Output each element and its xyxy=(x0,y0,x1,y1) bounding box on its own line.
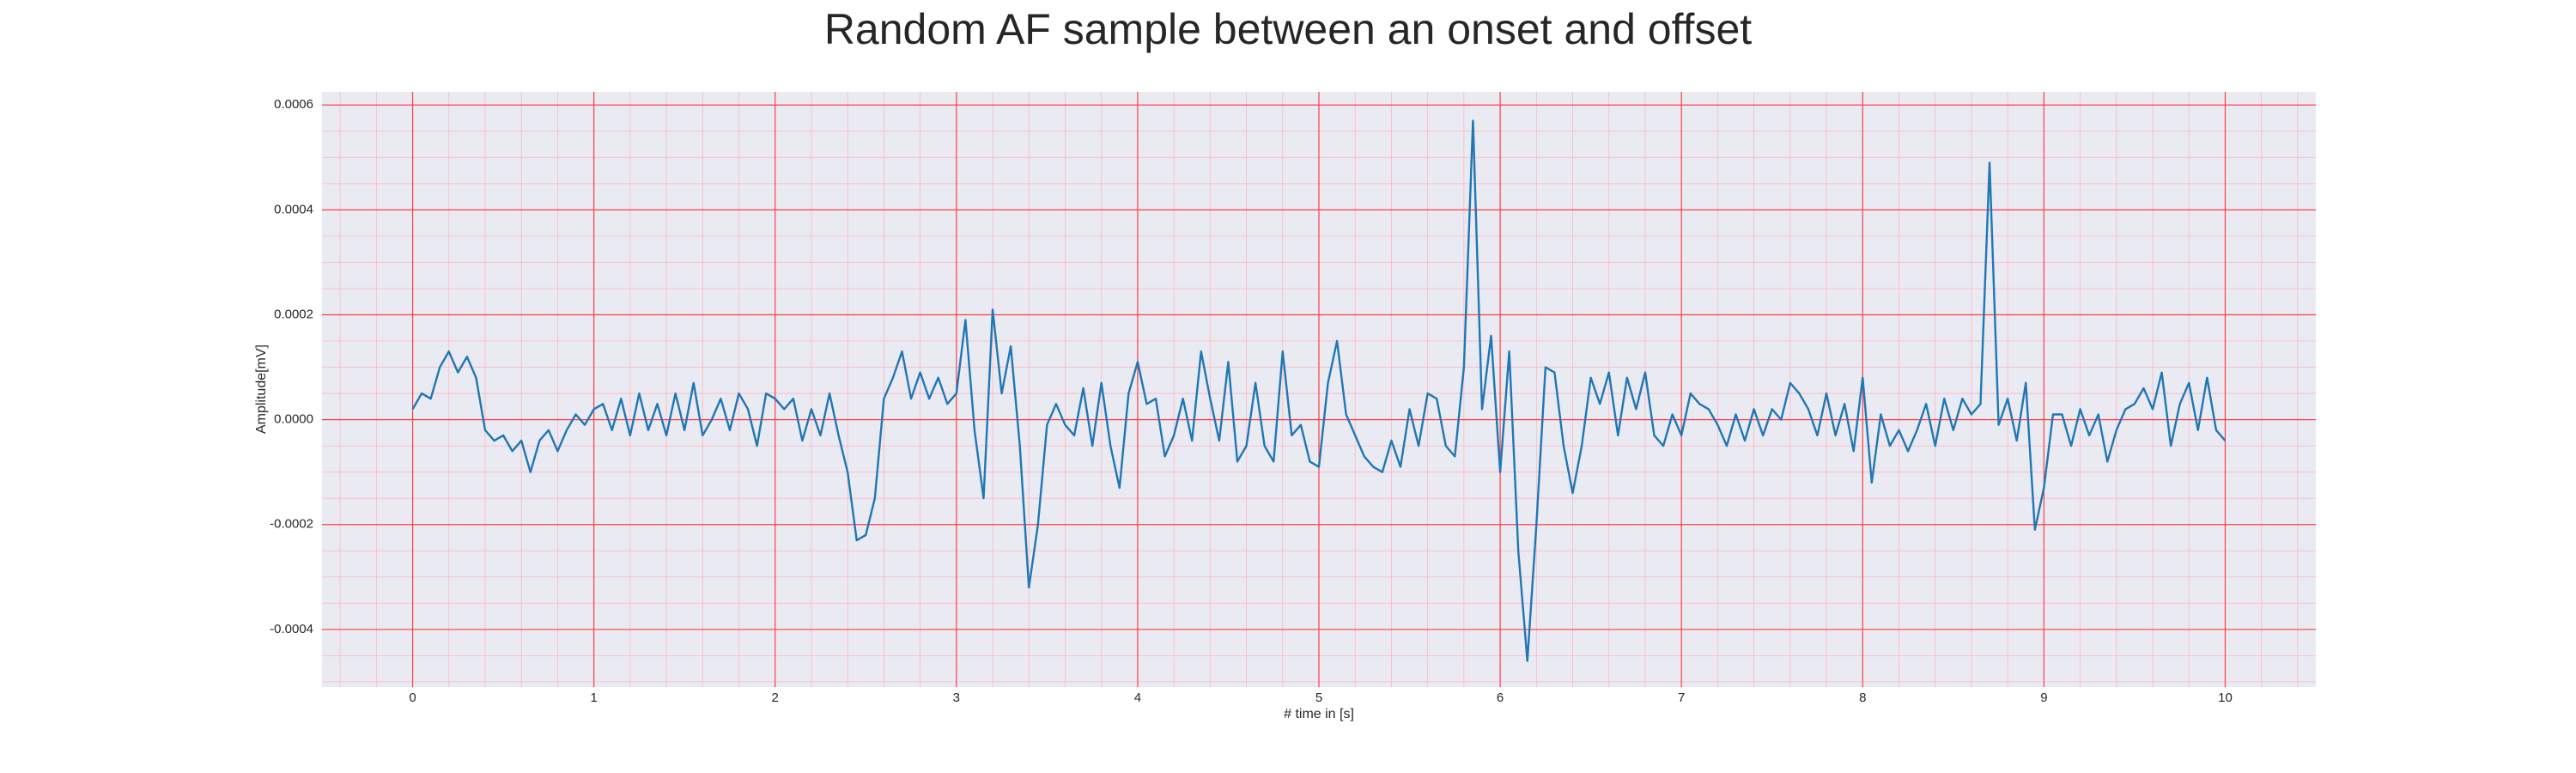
y-axis-label: Amplitude[mV] xyxy=(254,344,269,434)
line-series xyxy=(411,119,2227,662)
x-tick-label: 9 xyxy=(2040,691,2047,705)
x-tick-label: 1 xyxy=(590,691,597,705)
x-tick-label: 7 xyxy=(1678,691,1685,705)
y-tick-label: 0.0000 xyxy=(274,412,313,427)
y-tick-label: -0.0002 xyxy=(270,517,313,532)
chart-title: Random AF sample between an onset and of… xyxy=(824,5,1752,53)
x-tick-label: 10 xyxy=(2218,691,2233,705)
x-tick-label: 2 xyxy=(772,691,779,705)
x-tick-label: 3 xyxy=(953,691,960,705)
y-tick-label: 0.0006 xyxy=(274,97,313,112)
y-tick-label: -0.0004 xyxy=(270,622,313,636)
y-tick-label: 0.0002 xyxy=(274,307,313,321)
x-tick-label: 4 xyxy=(1134,691,1141,705)
x-tick-label: 5 xyxy=(1315,691,1322,705)
x-axis-label: # time in [s] xyxy=(1284,707,1354,721)
x-tick-label: 8 xyxy=(1859,691,1866,705)
x-tick-label: 0 xyxy=(409,691,416,705)
y-tick-label: 0.0004 xyxy=(274,202,313,216)
x-tick-label: 6 xyxy=(1497,691,1504,705)
